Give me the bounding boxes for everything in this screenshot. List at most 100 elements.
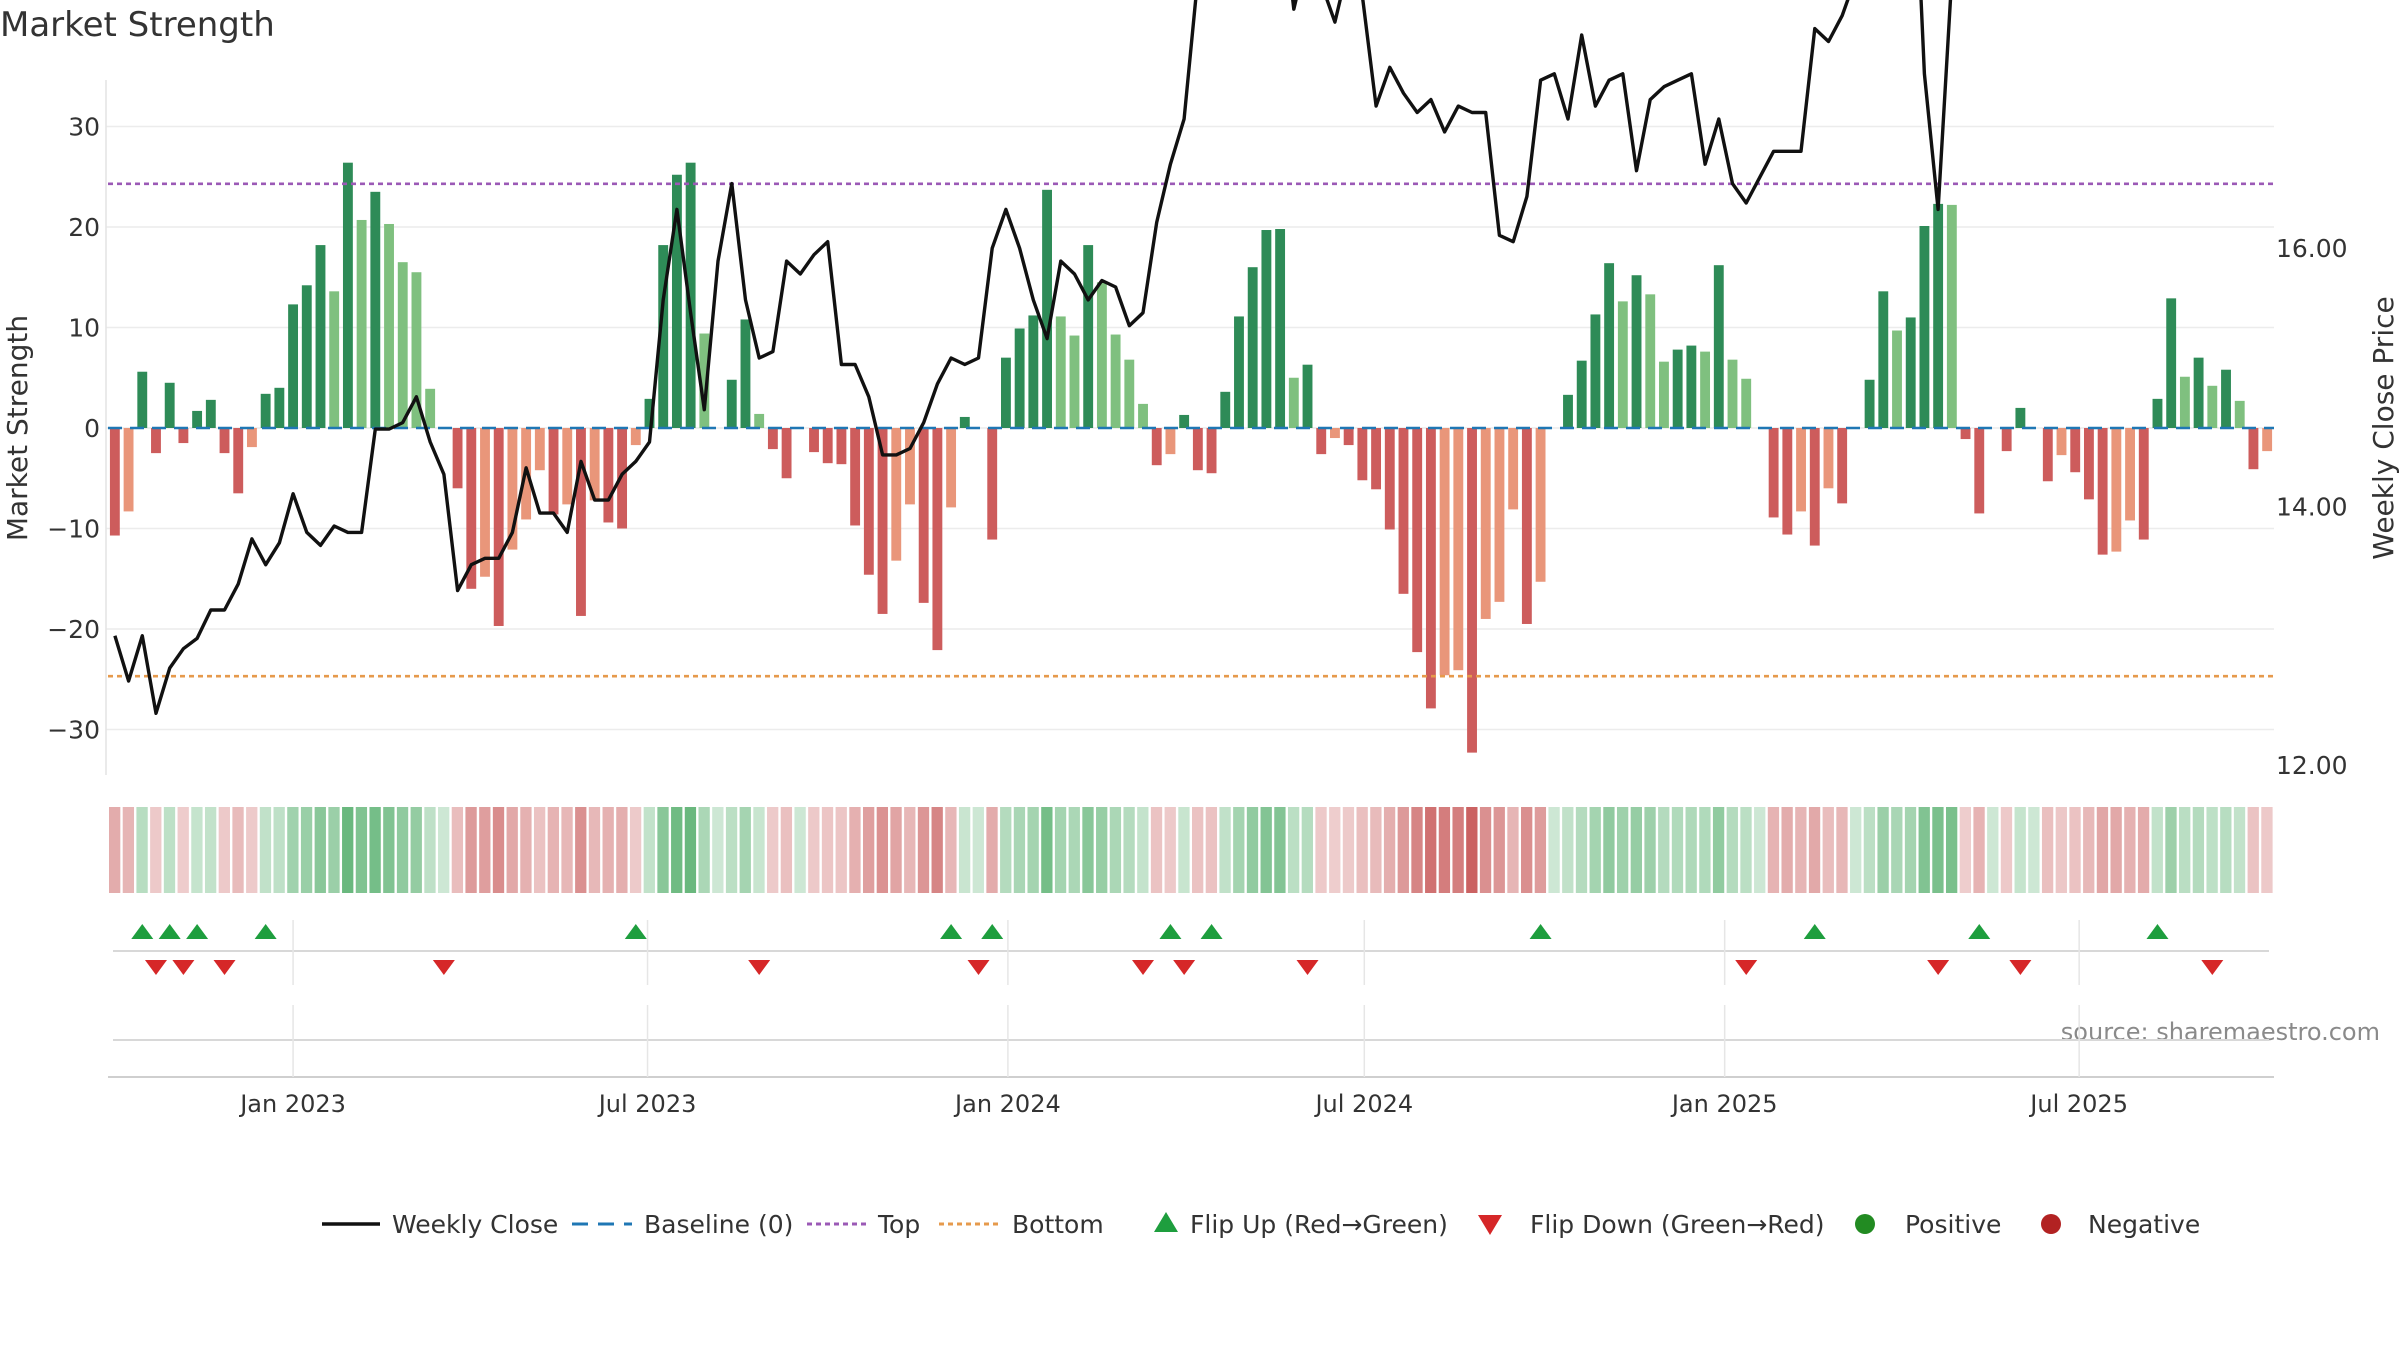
strength-bar (2042, 428, 2053, 482)
strength-bar (1864, 379, 1875, 428)
flip-down-marker (1132, 960, 1155, 975)
flip-up-marker (624, 924, 647, 939)
strength-bar (1261, 230, 1272, 428)
strength-bar (1055, 316, 1066, 428)
strength-bar (836, 428, 847, 465)
strength-bar (946, 428, 957, 508)
heat-cell (300, 807, 313, 893)
strength-bar (1535, 428, 1546, 582)
heat-cell (712, 807, 724, 893)
x-tick-label: Jul 2023 (597, 1090, 697, 1118)
heat-cell (1699, 807, 1711, 893)
flip-up-marker (981, 924, 1004, 939)
strength-bar (411, 272, 422, 428)
heat-cell (643, 807, 655, 893)
heat-cell (890, 807, 902, 893)
heat-cell (438, 807, 450, 893)
heat-cell (2206, 807, 2218, 893)
heat-cell (2000, 807, 2013, 893)
strength-bar (2248, 428, 2259, 470)
heat-cell (2096, 807, 2109, 893)
heat-cell (1246, 807, 1259, 893)
heat-cell (753, 807, 765, 893)
heat-cell (2179, 807, 2191, 893)
strength-bar (260, 393, 271, 428)
heat-cell (1219, 807, 1231, 893)
strength-bar (863, 428, 874, 575)
heat-cell (2165, 807, 2177, 893)
strength-bar (959, 416, 970, 428)
heat-cell (808, 807, 820, 893)
strength-bar (576, 428, 586, 616)
flip-up-marker (254, 924, 277, 939)
strength-bar (466, 428, 477, 589)
strength-bar (1302, 364, 1313, 428)
flip-up-marker (1803, 924, 1826, 939)
heat-cell (2233, 807, 2246, 893)
heat-cell (1383, 807, 1396, 893)
strength-bar (685, 162, 696, 428)
strength-bar (2111, 428, 2122, 552)
heat-cell (163, 807, 176, 893)
heat-cell (492, 807, 505, 893)
strength-bar (2125, 428, 2135, 521)
strength-bar (233, 428, 244, 494)
flip-down-marker (1296, 960, 1319, 975)
heat-cell (1137, 807, 1149, 893)
heat-cell (725, 807, 738, 893)
strength-bar (342, 162, 353, 428)
legend-label: Flip Down (Green→Red) (1530, 1210, 1825, 1239)
heat-cell (2014, 807, 2026, 893)
heat-cell (1932, 807, 1944, 893)
heat-cell (1356, 807, 1368, 893)
strength-bar (1796, 428, 1806, 512)
y-tick-right: 16.00 (2276, 234, 2348, 263)
strength-bar (1713, 265, 1724, 428)
heat-cell (273, 807, 285, 893)
heat-cell (945, 807, 957, 893)
strength-bar (918, 428, 929, 603)
strength-bar (1000, 357, 1011, 428)
strength-bar (1878, 291, 1889, 428)
heat-cell (1260, 807, 1272, 893)
heat-cell (232, 807, 244, 893)
legend-label: Baseline (0) (644, 1210, 793, 1239)
heat-cell (1589, 807, 1601, 893)
heat-cell (1192, 807, 1204, 893)
heat-cell (2137, 807, 2150, 893)
heat-cell (1891, 807, 1903, 893)
flip-down-marker (967, 960, 990, 975)
strength-bar (630, 428, 641, 446)
strength-bar (1083, 245, 1094, 428)
heat-cell (1521, 807, 1533, 893)
heat-cell (520, 807, 532, 893)
strength-bar (1467, 428, 1477, 753)
strength-bar (1425, 428, 1436, 709)
strength-bar (1521, 428, 1532, 624)
heat-cell (328, 807, 340, 893)
heat-cell (1836, 807, 1848, 893)
heat-cell (671, 807, 683, 893)
strength-bar (781, 428, 792, 479)
strength-bar (1659, 361, 1669, 428)
heat-cell (1041, 807, 1053, 893)
heat-cell (1096, 807, 1108, 893)
strength-bar (397, 262, 408, 428)
heat-cell (657, 807, 669, 893)
heat-cell (1795, 807, 1807, 893)
strength-bar (452, 428, 463, 489)
strength-bar (1042, 189, 1052, 428)
strength-bar (1357, 428, 1368, 481)
heat-cell (1479, 807, 1492, 893)
strength-bar (2234, 400, 2245, 428)
heat-cell (1054, 807, 1067, 893)
strength-bar (1247, 267, 1258, 428)
heat-cell (479, 807, 491, 893)
flip-down-marker (748, 960, 771, 975)
strength-bar (1316, 428, 1327, 455)
strength-bar (2221, 369, 2231, 428)
heat-cell (2069, 807, 2081, 893)
strength-bar (603, 428, 614, 523)
heat-cell (1287, 807, 1300, 893)
